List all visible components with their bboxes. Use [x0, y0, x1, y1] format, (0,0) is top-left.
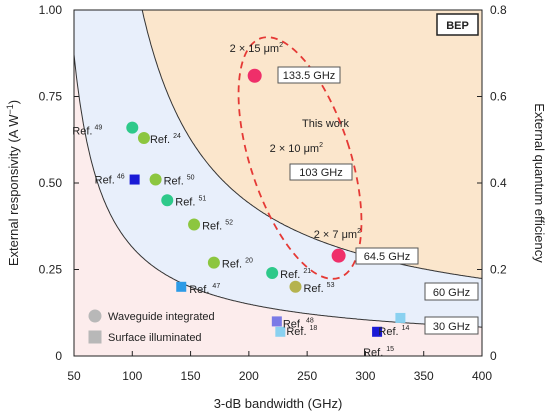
legend: Waveguide integrated Surface illuminated: [88, 309, 215, 344]
y-left-tick-label: 0.25: [39, 263, 63, 277]
x-tick-label: 400: [472, 369, 492, 383]
x-tick-label: 100: [122, 369, 142, 383]
this-work-point-3: [331, 248, 346, 263]
legend-label-2: Surface illuminated: [108, 332, 202, 344]
ref-52-point: [188, 218, 201, 231]
y-left-tick-label: 0.75: [39, 90, 63, 104]
this-work-point-1: [247, 68, 262, 83]
x-tick-label: 150: [181, 369, 201, 383]
y-left-axis-label: External responsivity (A W−1): [5, 100, 21, 266]
x-tick-label: 300: [355, 369, 375, 383]
ref-21-point: [266, 266, 279, 279]
ref-49-point: [126, 121, 139, 134]
legend-square-marker: [88, 330, 102, 344]
x-tick-label: 200: [239, 369, 259, 383]
ref-15-point: [372, 326, 383, 337]
chart-axes: 50 100 150 200 250 300 350 400 0 0.25 0.50 0.75 1.00…: [5, 3, 547, 411]
this-work-bandwidth-1: 133.5 GHz: [283, 70, 336, 82]
y-left-tick-label: 1.00: [39, 3, 63, 17]
x-tick-label: 250: [297, 369, 317, 383]
y-right-axis-label: External quantum efficiency: [532, 103, 547, 263]
ref-47-point: [176, 281, 187, 292]
bep-label: BEP: [446, 20, 469, 32]
y-left-tick-label: 0.50: [39, 176, 63, 190]
y-right-tick-label: 0.8: [490, 3, 507, 17]
bep-region: [74, 10, 482, 279]
ref-51-point: [161, 194, 174, 207]
this-work-bandwidth-box-2: [289, 163, 353, 181]
x-axis-label: 3-dB bandwidth (GHz): [214, 396, 343, 411]
x-tick-label: 350: [414, 369, 434, 383]
legend-label-1: Waveguide integrated: [108, 311, 215, 323]
this-work-area-3: 2 × 7 μm2: [314, 228, 361, 241]
this-work-area-1: 2 × 15 μm2: [230, 42, 283, 55]
legend-circle-marker: [88, 309, 102, 323]
bep-box: [436, 13, 479, 36]
this-work-area-2: 2 × 10 μm2: [270, 142, 323, 155]
this-work-bandwidth-2: 103 GHz: [299, 167, 342, 179]
curve-label-1: 60 GHz: [433, 287, 470, 299]
y-right-tick-label: 0.2: [490, 263, 507, 277]
ref-24-point: [137, 132, 150, 145]
this-work-region: [237, 36, 363, 280]
curve-30ghz: [74, 54, 482, 328]
this-work-bandwidth-box-3: [355, 247, 419, 265]
curve-label-2: 30 GHz: [433, 321, 470, 333]
curve-label-box-1: [424, 282, 479, 301]
this-work-bandwidth-box-1: [277, 66, 341, 84]
ref-15-label: Ref. 15: [363, 346, 394, 359]
curve-label-box-2: [424, 316, 479, 335]
curve-60ghz: [141, 10, 482, 279]
ref-14-point: [395, 312, 406, 323]
y-left-tick-label: 0: [55, 349, 62, 363]
y-right-tick-label: 0.6: [490, 90, 507, 104]
this-work-bandwidth-3: 64.5 GHz: [364, 251, 410, 263]
this-work-label: This work: [302, 118, 350, 130]
ref-20-point: [207, 256, 220, 269]
ref-50-point: [149, 173, 162, 186]
ref-53-point: [289, 280, 302, 293]
this-work-ellipse: [237, 36, 363, 280]
ref-46-point: [129, 174, 140, 185]
ref-48-point: [271, 316, 282, 327]
x-tick-label: 50: [67, 369, 81, 383]
ref-18-point: [275, 326, 286, 337]
y-right-tick-label: 0.4: [490, 176, 507, 190]
y-right-tick-label: 0: [490, 349, 497, 363]
